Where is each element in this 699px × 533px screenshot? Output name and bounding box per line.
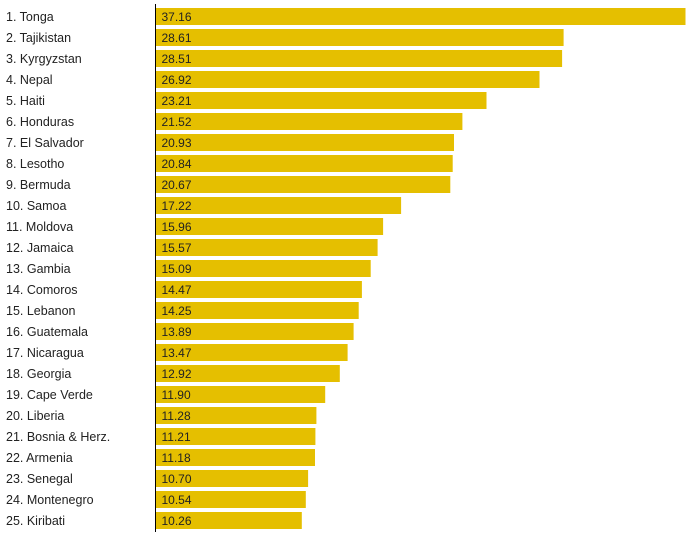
category-label: 3. Kyrgyzstan xyxy=(6,52,82,66)
bar xyxy=(155,50,563,67)
category-label: 2. Tajikistan xyxy=(6,31,71,45)
category-label: 22. Armenia xyxy=(6,451,73,465)
category-label: 4. Nepal xyxy=(6,73,53,87)
category-label: 21. Bosnia & Herz. xyxy=(6,430,110,444)
bar xyxy=(155,239,378,256)
bar-value-label: 20.84 xyxy=(162,157,192,171)
bar-value-label: 14.25 xyxy=(162,304,192,318)
category-label: 15. Lebanon xyxy=(6,304,76,318)
category-label: 17. Nicaragua xyxy=(6,346,84,360)
category-label: 20. Liberia xyxy=(6,409,64,423)
category-label: 7. El Salvador xyxy=(6,136,84,150)
bar-value-label: 28.51 xyxy=(162,52,192,66)
bar xyxy=(155,218,384,235)
bar-value-label: 21.52 xyxy=(162,115,192,129)
bar xyxy=(155,134,454,151)
bar xyxy=(155,176,451,193)
category-label: 5. Haiti xyxy=(6,94,45,108)
bar xyxy=(155,281,362,298)
bar-value-label: 14.47 xyxy=(162,283,192,297)
bar xyxy=(155,197,402,214)
bar xyxy=(155,92,487,109)
bar xyxy=(155,260,371,277)
bar xyxy=(155,29,564,46)
bar-value-label: 10.70 xyxy=(162,472,192,486)
bar-value-label: 11.90 xyxy=(162,388,191,402)
category-label: 12. Jamaica xyxy=(6,241,73,255)
category-label: 25. Kiribati xyxy=(6,514,65,528)
bar xyxy=(155,407,317,424)
bar-value-label: 17.22 xyxy=(162,199,192,213)
category-label: 10. Samoa xyxy=(6,199,67,213)
bar-value-label: 15.09 xyxy=(162,262,192,276)
bar xyxy=(155,155,453,172)
bar xyxy=(155,302,359,319)
bar-value-label: 12.92 xyxy=(162,367,192,381)
bar xyxy=(155,470,309,487)
category-label: 1. Tonga xyxy=(6,10,54,24)
bar xyxy=(155,113,463,130)
bar-value-label: 26.92 xyxy=(162,73,192,87)
bar xyxy=(155,71,540,88)
bar xyxy=(155,386,326,403)
bar xyxy=(155,428,316,445)
category-label: 23. Senegal xyxy=(6,472,73,486)
category-label: 11. Moldova xyxy=(6,220,73,234)
bar xyxy=(155,8,686,25)
bar-value-label: 11.28 xyxy=(162,409,191,423)
category-label: 9. Bermuda xyxy=(6,178,71,192)
bar-value-label: 11.21 xyxy=(162,430,191,444)
category-label: 8. Lesotho xyxy=(6,157,64,171)
bar xyxy=(155,449,315,466)
category-label: 6. Honduras xyxy=(6,115,74,129)
category-label: 19. Cape Verde xyxy=(6,388,93,402)
bar-value-label: 20.93 xyxy=(162,136,192,150)
bar-value-label: 15.57 xyxy=(162,241,192,255)
bars-layer: 37.16 28.61 28.51 26.92 23.21 21.52 20.93 20.84… xyxy=(155,8,686,529)
bar xyxy=(155,491,306,508)
bar-value-label: 13.47 xyxy=(162,346,192,360)
category-label: 13. Gambia xyxy=(6,262,71,276)
bar-value-label: 13.89 xyxy=(162,325,192,339)
bar-value-label: 10.26 xyxy=(162,514,192,528)
bar xyxy=(155,365,340,382)
bar xyxy=(155,323,354,340)
category-label: 16. Guatemala xyxy=(6,325,88,339)
category-label: 14. Comoros xyxy=(6,283,78,297)
bar-value-label: 15.96 xyxy=(162,220,192,234)
bar-value-label: 37.16 xyxy=(162,10,192,24)
category-label: 24. Montenegro xyxy=(6,493,94,507)
bar xyxy=(155,344,348,361)
category-label: 18. Georgia xyxy=(6,367,71,381)
bar-value-label: 23.21 xyxy=(162,94,192,108)
bar-value-label: 10.54 xyxy=(162,493,192,507)
bar-value-label: 11.18 xyxy=(162,451,191,465)
bar-value-label: 28.61 xyxy=(162,31,192,45)
bar xyxy=(155,512,302,529)
bar-value-label: 20.67 xyxy=(162,178,192,192)
category-labels-layer: 1. Tonga 2. Tajikistan 3. Kyrgyzstan 4. Nep… xyxy=(6,10,110,528)
